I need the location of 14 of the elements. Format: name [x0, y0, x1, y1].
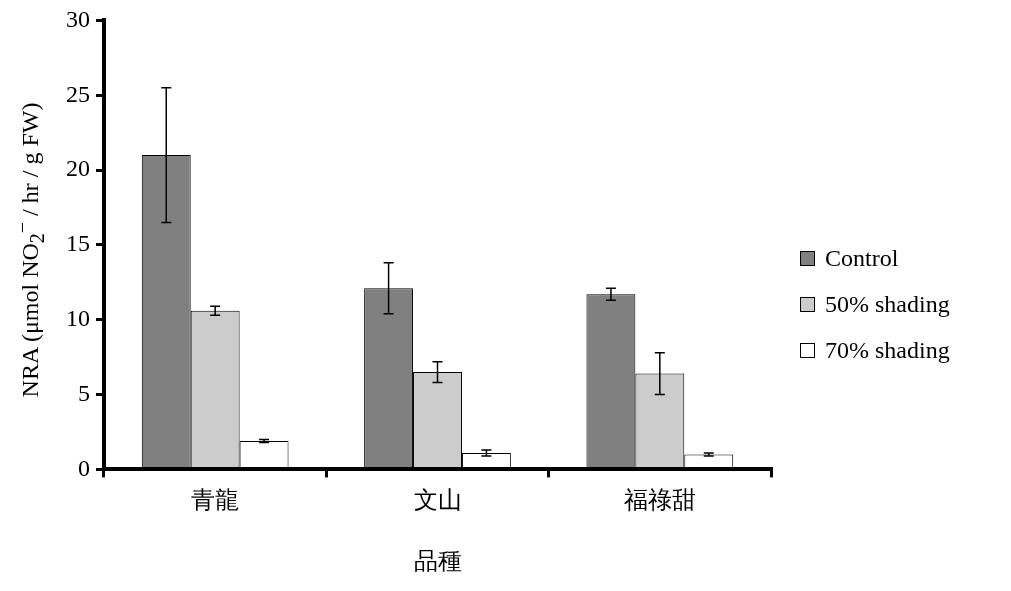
y-tick-label: 30 — [66, 5, 90, 32]
x-axis-title: 品種 — [413, 547, 462, 574]
y-tick-label: 15 — [66, 230, 90, 257]
legend-label: 50% shading — [825, 290, 950, 318]
x-tick-label: 文山 — [413, 487, 462, 514]
y-tick-label: 20 — [66, 155, 90, 182]
legend-label: Control — [825, 244, 899, 272]
x-tick-label: 青龍 — [191, 487, 240, 514]
y-tick-label: 25 — [66, 80, 90, 107]
y-tick-label: 0 — [78, 454, 90, 481]
y-tick-label: 10 — [66, 305, 90, 332]
text: 70% shading — [825, 336, 950, 364]
y-tick-label: 5 — [78, 379, 90, 406]
x-tick-label: 福祿甜 — [623, 487, 696, 514]
